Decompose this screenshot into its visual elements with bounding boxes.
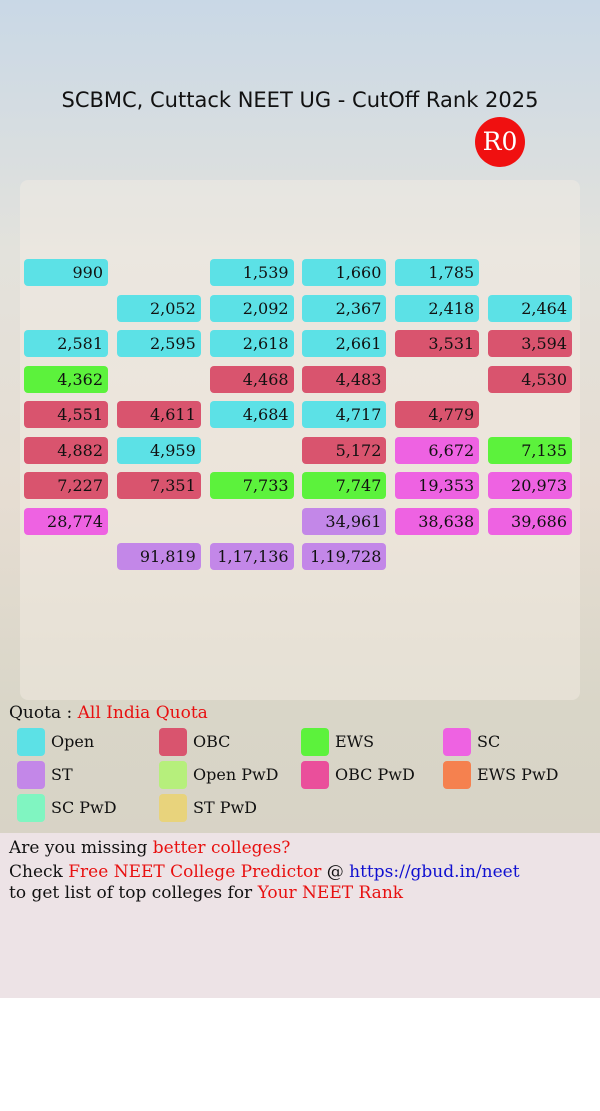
footer-line: Are you missing better colleges? <box>9 838 290 858</box>
rank-cell: 4,468 <box>209 365 294 393</box>
rank-cell: 19,353 <box>395 472 480 499</box>
rank-cell: 28,774 <box>24 507 108 535</box>
rank-cell: 7,351 <box>116 472 201 499</box>
rank-cell: 3,531 <box>395 330 480 357</box>
legend-label: ST <box>51 765 73 784</box>
legend-label: ST PwD <box>193 798 258 817</box>
rank-cell: 4,530 <box>488 365 572 393</box>
rank-cell: 990 <box>24 259 108 286</box>
rank-cell: 2,464 <box>488 294 572 322</box>
rank-cell: 1,660 <box>302 259 387 286</box>
rank-cell: 7,747 <box>302 472 387 499</box>
legend-item: OBC <box>159 728 299 756</box>
legend-swatch <box>17 728 45 756</box>
legend-swatch <box>443 761 471 789</box>
rank-cell: 2,367 <box>302 294 387 322</box>
footer-line: to get list of top colleges for Your NEE… <box>9 883 403 903</box>
legend-swatch <box>443 728 471 756</box>
rank-cell: 4,717 <box>302 401 387 428</box>
legend-label: OBC <box>193 732 231 751</box>
link[interactable]: Free NEET College Predictor <box>68 862 322 882</box>
rank-cell: 38,638 <box>395 507 480 535</box>
footer: Are you missing better colleges? Check F… <box>0 833 600 998</box>
link[interactable]: https://gbud.in/neet <box>349 862 520 882</box>
rank-cell: 34,961 <box>302 507 387 535</box>
rank-cell: 7,733 <box>209 472 294 499</box>
rank-cell: 39,686 <box>488 507 572 535</box>
legend-item: EWS PwD <box>443 761 583 789</box>
background-building <box>20 180 580 700</box>
text: Are you missing <box>9 838 153 858</box>
rank-cell: 7,227 <box>24 472 108 499</box>
legend-swatch <box>17 761 45 789</box>
text: Check <box>9 862 69 882</box>
rank-cell: 2,595 <box>116 330 201 357</box>
highlight: Your NEET Rank <box>257 883 404 903</box>
rank-cell: 1,539 <box>209 259 294 286</box>
rank-cell: 6,672 <box>395 436 480 464</box>
rank-cell: 2,052 <box>116 294 201 322</box>
legend-item: Open PwD <box>159 761 299 789</box>
rank-cell: 4,483 <box>302 365 387 393</box>
rank-cell: 5,172 <box>302 436 387 464</box>
legend-label: Open <box>51 732 95 751</box>
rank-cell: 2,661 <box>302 330 387 357</box>
legend-swatch <box>159 761 187 789</box>
rank-cell: 4,779 <box>395 401 480 428</box>
legend-swatch <box>159 728 187 756</box>
legend-label: OBC PwD <box>335 765 415 784</box>
rank-cell: 4,684 <box>209 401 294 428</box>
rank-cell: 1,17,136 <box>209 543 294 570</box>
rank-cell: 20,973 <box>488 472 572 499</box>
rank-cell: 1,19,728 <box>302 543 387 570</box>
legend-item: ST PwD <box>159 794 299 822</box>
legend-label: SC PwD <box>51 798 117 817</box>
legend-label: Open PwD <box>193 765 279 784</box>
legend-item: SC <box>443 728 583 756</box>
rank-cell: 2,581 <box>24 330 108 357</box>
text: to get list of top colleges for <box>9 883 258 903</box>
rank-cell: 2,092 <box>209 294 294 322</box>
legend-item: EWS <box>301 728 441 756</box>
footer-line: Check Free NEET College Predictor @ http… <box>9 862 520 882</box>
legend-item: OBC PwD <box>301 761 441 789</box>
legend-item: SC PwD <box>17 794 157 822</box>
legend-label: EWS PwD <box>477 765 559 784</box>
legend-swatch <box>301 761 329 789</box>
round-badge: R0 <box>475 117 525 167</box>
highlight: better colleges? <box>152 838 291 858</box>
rank-cell: 3,594 <box>488 330 572 357</box>
rank-cell: 2,418 <box>395 294 480 322</box>
rank-cell: 4,611 <box>116 401 201 428</box>
legend-item: Open <box>17 728 157 756</box>
legend-item: ST <box>17 761 157 789</box>
legend-label: SC <box>477 732 501 751</box>
rank-cell: 4,551 <box>24 401 108 428</box>
quota: Quota : All India Quota <box>9 703 208 723</box>
rank-cell: 4,882 <box>24 436 108 464</box>
title: SCBMC, Cuttack NEET UG - CutOff Rank 202… <box>61 88 539 112</box>
rank-cell: 4,362 <box>24 365 108 393</box>
legend-label: EWS <box>335 732 375 751</box>
quota-value: All India Quota <box>77 703 208 723</box>
rank-cell: 2,618 <box>209 330 294 357</box>
legend-swatch <box>17 794 45 822</box>
rank-cell: 91,819 <box>116 543 201 570</box>
rank-cell: 1,785 <box>395 259 480 286</box>
legend-swatch <box>159 794 187 822</box>
text: @ <box>321 862 350 882</box>
rank-cell: 7,135 <box>488 436 572 464</box>
legend-swatch <box>301 728 329 756</box>
quota-label: Quota : <box>9 703 73 723</box>
rank-cell: 4,959 <box>116 436 201 464</box>
